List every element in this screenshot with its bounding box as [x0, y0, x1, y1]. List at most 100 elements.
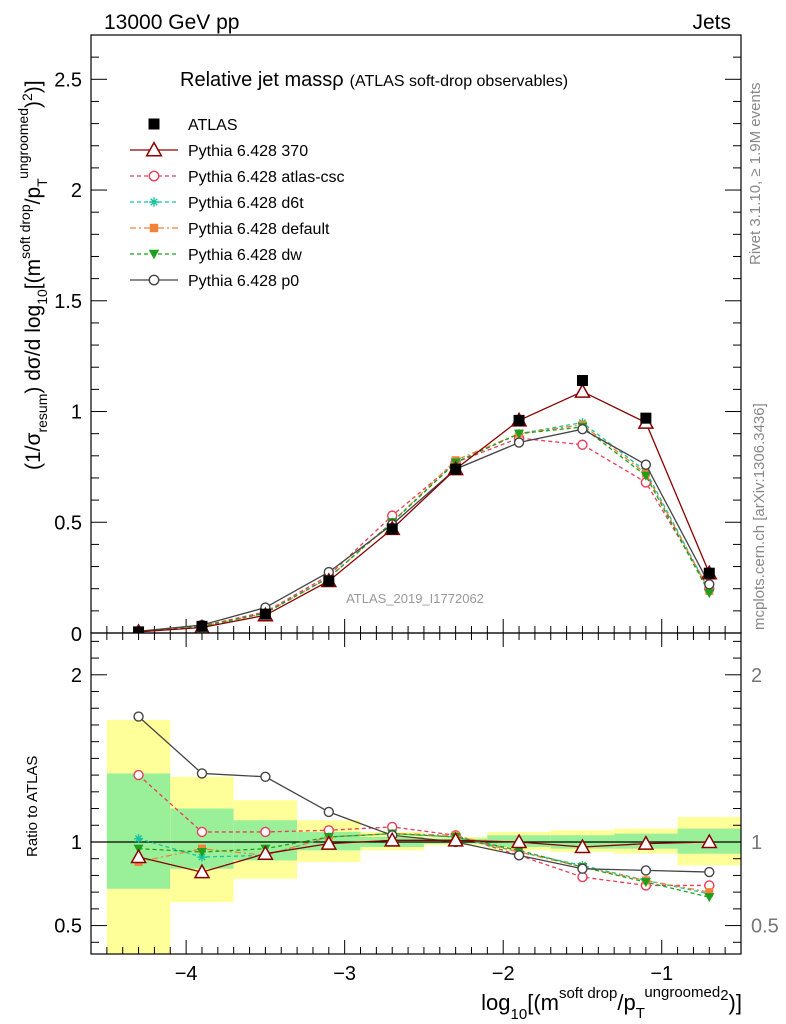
ratio-point-pythia-6-428-atlas-csc: [260, 826, 271, 838]
main-y-tick-label: 1.5: [54, 291, 82, 313]
ratio-y-tick-label: 1: [71, 832, 82, 854]
jets-label: Jets: [692, 11, 731, 34]
data-point-atlas: [576, 375, 588, 387]
ratio-point-pythia-6-428-370: [701, 833, 718, 849]
data-point-pythia-6-428-p0: [704, 579, 715, 590]
data-point-atlas: [450, 463, 462, 475]
data-point-atlas: [513, 414, 525, 426]
ratio-point-pythia-6-428-370: [574, 838, 591, 854]
legend: ATLAS Pythia 6.428 370 Pythia 6.428 atlas-…: [130, 117, 345, 290]
ratio-point-pythia-6-428-p0: [577, 863, 588, 874]
ratio-line-pythia-6-428-370: [138, 839, 710, 873]
y-axis-label-ratio: Ratio to ATLAS: [24, 756, 41, 857]
ratio-line-pythia-6-428-d6t: [138, 832, 710, 895]
ratio-point-pythia-6-428-370: [447, 831, 464, 847]
main-y-tick-label: 2.5: [54, 69, 82, 91]
ratio-point-pythia-6-428-default: [705, 888, 714, 897]
ratio-point-pythia-6-428-atlas-csc: [133, 769, 144, 781]
legend-label-pythia-6-428-370: Pythia 6.428 370: [188, 143, 308, 160]
ratio-point-pythia-6-428-atlas-csc: [577, 871, 588, 883]
ratio-point-pythia-6-428-370: [130, 848, 147, 864]
ratio-y-tick-label-right: 1: [751, 832, 762, 854]
legend-label-pythia-6-428-p0: Pythia 6.428 p0: [188, 273, 299, 290]
y-axis-label-main: (1/σresum) dσ/d log10[(msoft drop/pTungr…: [15, 80, 50, 470]
data-point-atlas: [640, 412, 652, 424]
x-tick-label: −3: [333, 963, 356, 985]
ratio-point-pythia-6-428-p0: [640, 865, 652, 876]
ratio-line-pythia-6-428-p0: [138, 716, 710, 873]
ratio-point-pythia-6-428-d6t: [134, 834, 144, 844]
data-point-pythia-6-428-370: [574, 383, 591, 398]
ratio-point-pythia-6-428-p0: [513, 850, 525, 861]
data-point-pythia-6-428-atlas-csc: [577, 439, 588, 450]
ratio-point-pythia-6-428-dw: [640, 878, 651, 888]
main-y-tick-label: 0.5: [54, 512, 82, 534]
ratio-y-tick-label-right: 0.5: [751, 916, 779, 938]
series-line-pythia-6-428-default: [138, 424, 710, 633]
x-tick-label: −2: [492, 963, 515, 985]
data-point-atlas: [323, 575, 335, 587]
ratio-y-tick-label: 0.5: [54, 916, 82, 938]
legend-marker-pythia-6-428-370: [145, 141, 163, 157]
ratio-point-pythia-6-428-dw: [704, 893, 715, 903]
main-y-tick-label: 1: [71, 402, 82, 424]
legend-marker-atlas: [148, 118, 160, 130]
legend-label-pythia-6-428-dw: Pythia 6.428 dw: [188, 247, 302, 264]
main-y-tick-labels: 0.5 1 1.5 2 2.5 0: [54, 69, 82, 646]
rivet-label: Rivet 3.1.10, ≥ 1.9M events: [747, 83, 764, 266]
ratio-panel-frame: [90, 632, 742, 955]
data-point-pythia-6-428-p0: [513, 437, 525, 448]
x-tick-label: −4: [175, 963, 198, 985]
analysis-label: ATLAS_2019_I1772062: [346, 591, 484, 606]
legend-label-atlas: ATLAS: [188, 117, 238, 134]
ratio-series-layer: [130, 711, 718, 903]
legend-label-pythia-6-428-default: Pythia 6.428 default: [188, 221, 330, 238]
legend-marker-pythia-6-428-d6t: [149, 197, 159, 207]
legend-label-pythia-6-428-d6t: Pythia 6.428 d6t: [188, 195, 304, 212]
data-point-pythia-6-428-p0: [577, 424, 588, 435]
ratio-point-pythia-6-428-atlas-csc: [196, 826, 208, 838]
x-axis-label: log10[(msoft drop/pTungroomed2)]: [481, 984, 742, 1023]
data-point-atlas: [386, 523, 398, 535]
ratio-point-pythia-6-428-370: [637, 835, 655, 850]
ratio-y-tick-labels: 0.5 0.5 1 1 2 2: [54, 665, 779, 938]
series-line-pythia-6-428-p0: [138, 428, 710, 632]
mcplots-label: mcplots.cern.ch [arXiv:1306.3436]: [751, 403, 768, 630]
main-y-tick-label: 2: [71, 180, 82, 202]
ratio-point-pythia-6-428-370: [320, 835, 338, 850]
band-green-bin: [106, 773, 171, 889]
ratio-point-pythia-6-428-370: [257, 845, 274, 860]
ratio-point-pythia-6-428-dw: [196, 848, 207, 858]
ratio-point-pythia-6-428-p0: [196, 768, 208, 779]
legend-label-pythia-6-428-atlas-csc: Pythia 6.428 atlas-csc: [188, 169, 345, 186]
data-point-atlas: [196, 620, 208, 632]
energy-label: 13000 GeV pp: [104, 11, 239, 34]
ratio-point-pythia-6-428-p0: [133, 711, 144, 722]
ratio-point-pythia-6-428-370: [510, 833, 528, 849]
series-line-pythia-6-428-370: [138, 390, 710, 633]
legend-marker-pythia-6-428-p0: [148, 274, 160, 286]
ratio-point-pythia-6-428-370: [193, 863, 211, 879]
ratio-point-pythia-6-428-d6t: [197, 852, 207, 862]
legend-marker-pythia-6-428-default: [149, 223, 159, 233]
legend-marker-pythia-6-428-atlas-csc: [148, 170, 160, 182]
ratio-point-pythia-6-428-p0: [260, 771, 271, 782]
x-tick-labels: −4 −3 −2 −1: [175, 963, 673, 985]
ratio-y-tick-label-right: 2: [751, 665, 762, 687]
ratio-line-pythia-6-428-atlas-csc: [138, 774, 710, 887]
data-point-atlas: [259, 608, 271, 620]
main-series-layer: [133, 375, 718, 633]
chart-title: Relative jet massρ (ATLAS soft-drop obser…: [180, 69, 568, 91]
data-point-pythia-6-428-p0: [640, 459, 652, 470]
legend-marker-pythia-6-428-dw: [148, 249, 160, 260]
data-point-pythia-6-428-dw: [514, 429, 525, 439]
series-line-pythia-6-428-atlas-csc: [138, 437, 710, 633]
x-tick-label: −1: [650, 963, 673, 985]
ratio-point-pythia-6-428-370: [383, 831, 401, 847]
data-point-pythia-6-428-dw: [704, 589, 715, 599]
ratio-point-pythia-6-428-p0: [704, 866, 715, 878]
data-point-atlas: [133, 626, 145, 633]
data-point-atlas: [703, 567, 715, 579]
ratio-y-tick-label: 2: [71, 665, 82, 687]
